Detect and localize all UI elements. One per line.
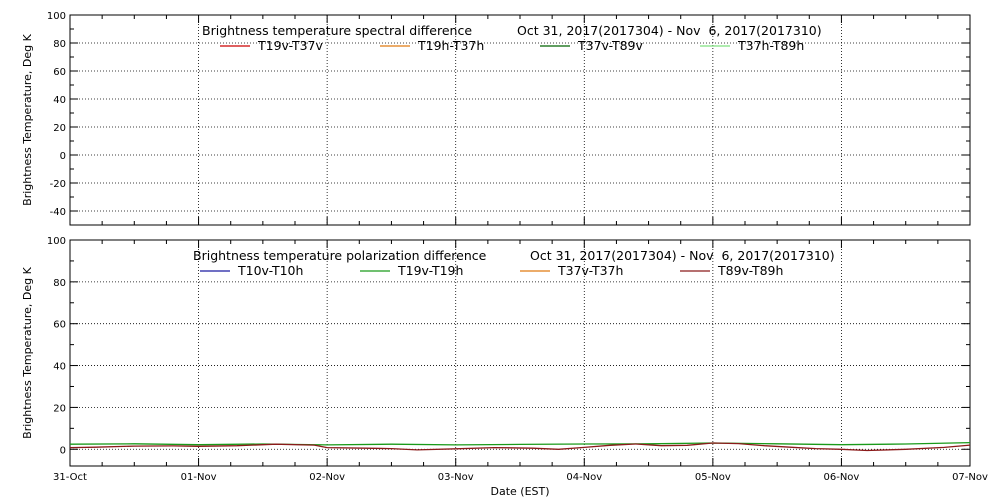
polarization-y-tick-label: 80: [53, 278, 66, 289]
date-tick-label: 05-Nov: [695, 472, 731, 483]
polarization-legend: T10v-T10h T19v-T19h T37v-T37h T89v-T89h: [200, 263, 783, 278]
polarization-y-tick-label: 100: [47, 236, 66, 247]
date-tick-label: 04-Nov: [566, 472, 602, 483]
polarization-chart-title: Brightness temperature polarization diff…: [193, 248, 487, 263]
polarization-grid: [70, 240, 970, 466]
spectral-legend-label: T37v-T89v: [577, 38, 644, 53]
polarization-plot-frame: [69, 239, 971, 467]
polarization-series-line-t89v-t89h: [69, 442, 971, 452]
date-tick-labels: 31-Oct 01-Nov 02-Nov 03-Nov 04-Nov 05-Nov 06-N…: [53, 472, 988, 483]
polarization-series: [69, 441, 971, 452]
polarization-legend-label: T10v-T10h: [237, 263, 303, 278]
polarization-y-tick-label: 40: [53, 362, 66, 373]
spectral-y-tick-label: -40: [50, 207, 66, 218]
spectral-plot-frame: [69, 14, 971, 226]
spectral-y-tick-label: 80: [53, 39, 66, 50]
spectral-y-axis-title: Brightness Temperature, Deg K: [21, 33, 34, 205]
spectral-y-tick-label: 40: [53, 95, 66, 106]
spectral-chart-title: Brightness temperature spectral differen…: [202, 23, 472, 38]
polarization-y-tick-label: 20: [53, 403, 66, 414]
date-tick-label: 03-Nov: [438, 472, 474, 483]
spectral-legend-label: T19v-T37v: [257, 38, 324, 53]
date-tick-label: 01-Nov: [181, 472, 217, 483]
spectral-difference-panel: -40 -20 0 20 40 60 80 100 Brightness temperatur…: [21, 11, 971, 226]
date-tick-label: 06-Nov: [823, 472, 859, 483]
spectral-y-tick-labels: -40 -20 0 20 40 60 80 100: [47, 11, 66, 218]
polarization-y-tick-label: 60: [53, 320, 66, 331]
spectral-grid: [70, 15, 970, 225]
spectral-y-tick-label: -20: [50, 179, 66, 190]
spectral-y-tick-label: 60: [53, 67, 66, 78]
polarization-y-axis-title: Brightness Temperature, Deg K: [21, 266, 34, 438]
polarization-series-line-t19v-t19h: [69, 441, 971, 446]
date-tick-label: 31-Oct: [53, 472, 87, 483]
spectral-y-tick-label: 20: [53, 123, 66, 134]
spectral-date-range: Oct 31, 2017(2017304) - Nov 6, 2017(2017…: [517, 23, 822, 38]
polarization-legend-label: T37v-T37h: [557, 263, 623, 278]
polarization-difference-panel: 0 20 40 60 80 100 Brightness temperature pola…: [21, 236, 988, 498]
spectral-legend-label: T37h-T89h: [737, 38, 804, 53]
x-axis-title: Date (EST): [490, 485, 549, 498]
polarization-legend-label: T89v-T89h: [717, 263, 783, 278]
spectral-y-tick-label: 0: [60, 151, 66, 162]
polarization-y-tick-label: 0: [60, 445, 66, 456]
spectral-legend: T19v-T37v T19h-T37h T37v-T89v T37h-T89h: [220, 38, 804, 53]
date-tick-label: 07-Nov: [952, 472, 988, 483]
date-tick-label: 02-Nov: [309, 472, 345, 483]
polarization-date-range: Oct 31, 2017(2017304) - Nov 6, 2017(2017…: [530, 248, 835, 263]
polarization-tick-marks: [69, 239, 971, 466]
spectral-tick-marks: [69, 14, 971, 226]
polarization-y-tick-labels: 0 20 40 60 80 100: [47, 236, 66, 456]
spectral-y-tick-label: 100: [47, 11, 66, 22]
polarization-legend-label: T19v-T19h: [397, 263, 463, 278]
spectral-legend-label: T19h-T37h: [417, 38, 484, 53]
